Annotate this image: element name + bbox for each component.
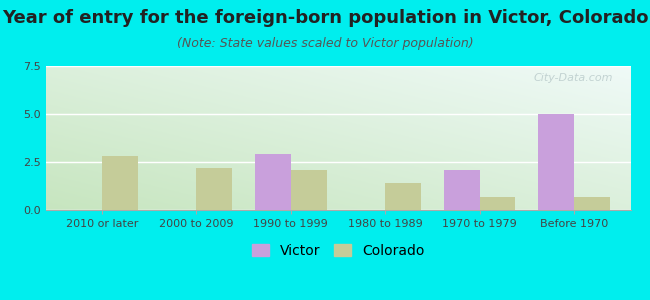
Bar	[480, 196, 515, 210]
Legend: Victor, Colorado: Victor, Colorado	[246, 238, 430, 263]
Bar	[538, 114, 574, 210]
Text: (Note: State values scaled to Victor population): (Note: State values scaled to Victor pop…	[177, 38, 473, 50]
Bar	[574, 196, 610, 210]
Bar	[255, 154, 291, 210]
Text: City-Data.com: City-Data.com	[534, 73, 613, 83]
Bar	[385, 183, 421, 210]
Bar	[196, 168, 232, 210]
Text: Year of entry for the foreign-born population in Victor, Colorado: Year of entry for the foreign-born popul…	[2, 9, 648, 27]
Bar	[291, 170, 327, 210]
Bar	[102, 156, 138, 210]
Bar	[444, 170, 480, 210]
